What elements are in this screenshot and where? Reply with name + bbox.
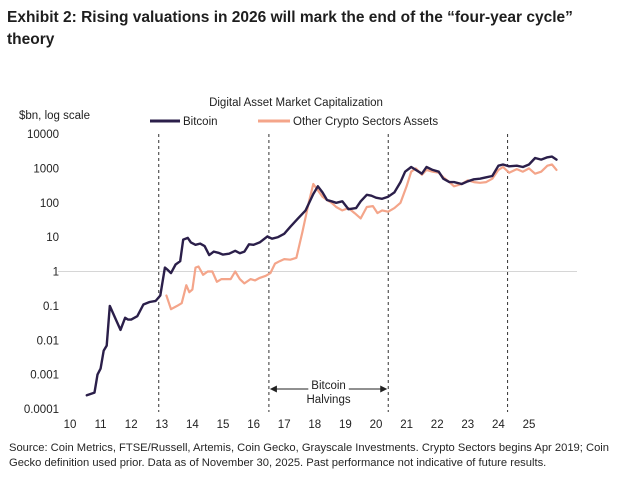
x-tick-label: 12 xyxy=(125,419,138,431)
y-axis-ticks: 0.0001 0.001 0.01 0.1 1 10 100 1000 10000 xyxy=(24,129,59,416)
x-tick-label: 14 xyxy=(186,419,199,431)
y-axis-label: $bn, log scale xyxy=(19,110,90,122)
x-tick-label: 13 xyxy=(155,419,168,431)
y-tick-label: 1 xyxy=(53,267,59,279)
y-tick-label: 0.001 xyxy=(30,370,59,382)
series-line-bitcoin xyxy=(85,155,558,397)
series-line-other-crypto xyxy=(165,163,558,311)
legend-label-bitcoin: Bitcoin xyxy=(183,116,218,128)
x-tick-label: 25 xyxy=(523,419,536,431)
x-tick-label: 10 xyxy=(64,419,77,431)
x-tick-label: 15 xyxy=(217,419,230,431)
y-tick-label: 100 xyxy=(40,198,59,210)
halvings-label-line2: Halvings xyxy=(307,394,351,406)
x-tick-label: 17 xyxy=(278,419,291,431)
halvings-arrow-head-left xyxy=(269,385,277,393)
y-tick-label: 0.0001 xyxy=(24,404,59,416)
chart-title: Digital Asset Market Capitalization xyxy=(209,97,383,109)
exhibit-title: Exhibit 2: Rising valuations in 2026 wil… xyxy=(7,9,573,48)
y-tick-label: 0.1 xyxy=(43,301,59,313)
x-tick-label: 20 xyxy=(370,419,383,431)
halvings-arrow-head-right xyxy=(380,385,388,393)
series-lines xyxy=(85,155,558,397)
y-tick-label: 0.01 xyxy=(37,335,59,347)
legend: Bitcoin Other Crypto Sectors Assets xyxy=(150,116,438,128)
source-note: Source: Coin Metrics, FTSE/Russell, Arte… xyxy=(9,442,610,469)
halvings-label-background xyxy=(308,380,349,392)
legend-label-other: Other Crypto Sectors Assets xyxy=(293,116,438,128)
x-tick-label: 22 xyxy=(431,419,444,431)
y-tick-label: 1000 xyxy=(33,163,59,175)
halvings-annotation: Bitcoin Halvings xyxy=(269,380,388,406)
x-tick-label: 24 xyxy=(492,419,505,431)
x-tick-label: 11 xyxy=(95,419,107,431)
x-axis-ticks: 10 11 12 13 14 15 16 17 18 19 20 21 22 23 24 25 xyxy=(64,419,536,431)
x-tick-label: 18 xyxy=(308,419,321,431)
halvings-label-line1: Bitcoin xyxy=(311,380,346,392)
x-tick-label: 21 xyxy=(400,419,413,431)
x-tick-label: 19 xyxy=(339,419,352,431)
x-tick-label: 16 xyxy=(247,419,260,431)
y-tick-label: 10 xyxy=(46,232,59,244)
halving-lines xyxy=(158,134,509,412)
x-tick-label: 23 xyxy=(461,419,474,431)
y-tick-label: 10000 xyxy=(27,129,59,141)
